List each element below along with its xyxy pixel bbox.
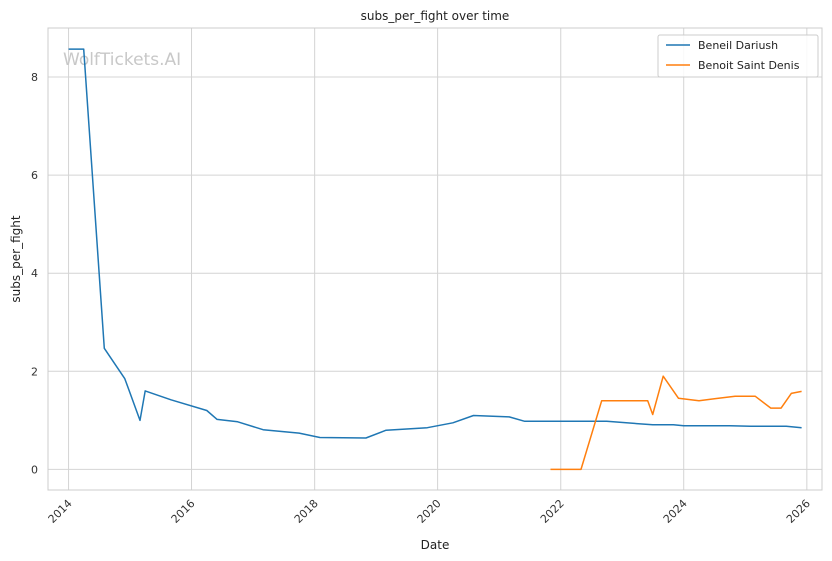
x-tick-label: 2026: [784, 497, 813, 526]
legend-box: [657, 34, 819, 78]
legend-label-series-1: Beneil Dariush: [698, 39, 778, 52]
series-layer: [68, 48, 802, 471]
chart-title: subs_per_fight over time: [361, 9, 510, 23]
y-tick-label: 8: [31, 71, 38, 84]
series-line-2: [550, 375, 802, 471]
x-tick-label: 2020: [415, 497, 444, 526]
x-tick-label: 2022: [538, 497, 567, 526]
y-axis: 0 2 4 6 8: [31, 71, 38, 476]
y-tick-label: 6: [31, 169, 38, 182]
x-axis-label: Date: [421, 538, 450, 552]
plot-area-frame: [47, 27, 823, 491]
legend: Beneil Dariush Benoit Saint Denis: [657, 34, 819, 78]
y-tick-label: 0: [31, 463, 38, 476]
y-tick-label: 4: [31, 267, 38, 280]
y-tick-label: 2: [31, 365, 38, 378]
y-axis-label: subs_per_fight: [9, 215, 23, 302]
x-tick-label: 2014: [46, 497, 75, 526]
watermark: WolfTickets.AI: [63, 50, 181, 70]
x-tick-label: 2024: [661, 497, 690, 526]
x-tick-label: 2018: [292, 497, 321, 526]
series-line-1: [68, 48, 802, 439]
x-tick-label: 2016: [169, 497, 198, 526]
legend-label-series-2: Benoit Saint Denis: [698, 59, 800, 72]
x-axis: 2014 2016 2018 2020 2022 2024 2026: [46, 497, 813, 526]
grid: [48, 28, 822, 490]
